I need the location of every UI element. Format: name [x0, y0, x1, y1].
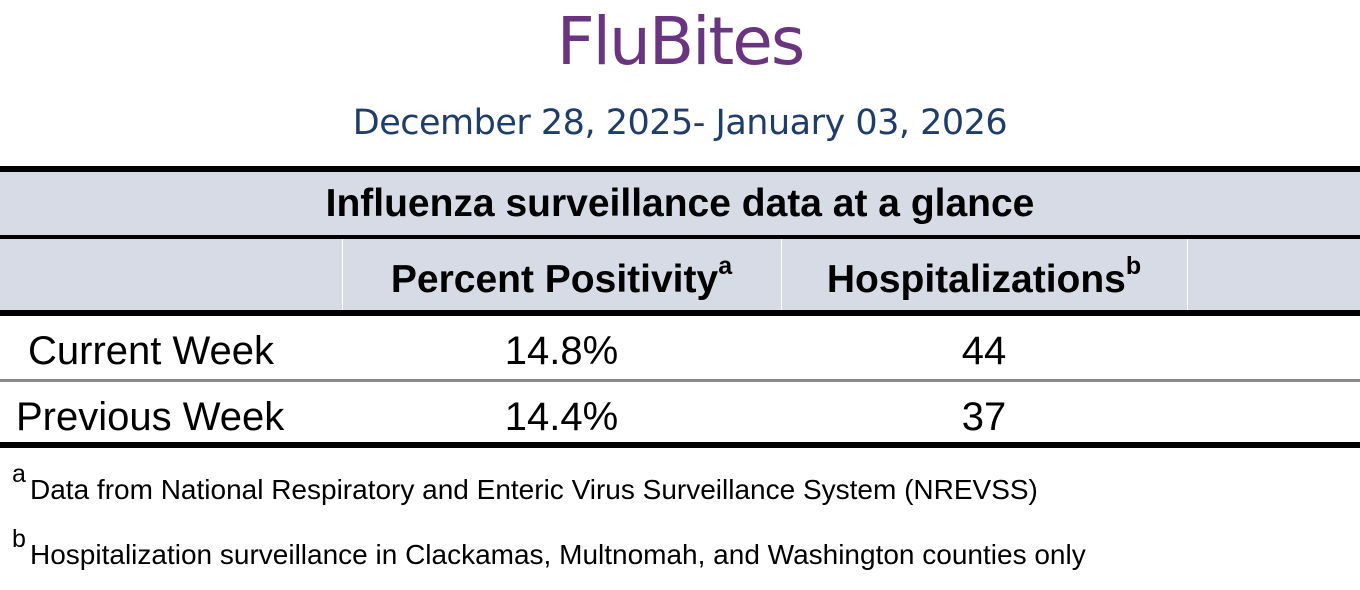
column-header-label: Hospitalizations — [826, 258, 1126, 301]
table-rule — [0, 442, 1360, 448]
caption-band — [0, 172, 1360, 235]
previous-week-percent-positivity: 14.4% — [504, 395, 619, 439]
current-week-percent-positivity: 14.8% — [504, 329, 619, 373]
current-week-hospitalizations: 44 — [961, 329, 1007, 373]
row-label-previous-week: Previous Week — [16, 395, 285, 439]
page-title: FluBites — [556, 3, 806, 80]
footnote-marker: a — [718, 252, 733, 280]
column-divider — [781, 239, 782, 310]
date-range: December 28, 2025- January 03, 2026 — [352, 103, 1008, 143]
column-header-percent-positivity: Percent Positivitya — [342, 239, 781, 310]
table-caption: Influenza surveillance data at a glance — [325, 182, 1035, 225]
footnote-marker: b — [12, 525, 26, 553]
table-rule — [0, 379, 1360, 382]
footnote-text: Data from National Respiratory and Enter… — [30, 474, 1038, 505]
table-rule — [0, 166, 1360, 172]
table-rule — [0, 235, 1360, 239]
table-rule — [0, 310, 1360, 316]
footnote-marker: a — [12, 460, 26, 488]
surveillance-table: Influenza surveillance data at a glance … — [0, 166, 1360, 448]
column-divider — [1187, 239, 1188, 310]
footnote-text: Hospitalization surveillance in Clackama… — [30, 539, 1086, 570]
previous-week-hospitalizations: 37 — [961, 395, 1007, 439]
row-label-current-week: Current Week — [28, 329, 275, 373]
footnote-marker: b — [1125, 252, 1142, 280]
column-divider — [342, 239, 343, 310]
column-header-hospitalizations: Hospitalizationsb — [781, 239, 1187, 310]
column-header-label: Percent Positivity — [390, 258, 719, 301]
header-band — [0, 239, 1360, 310]
